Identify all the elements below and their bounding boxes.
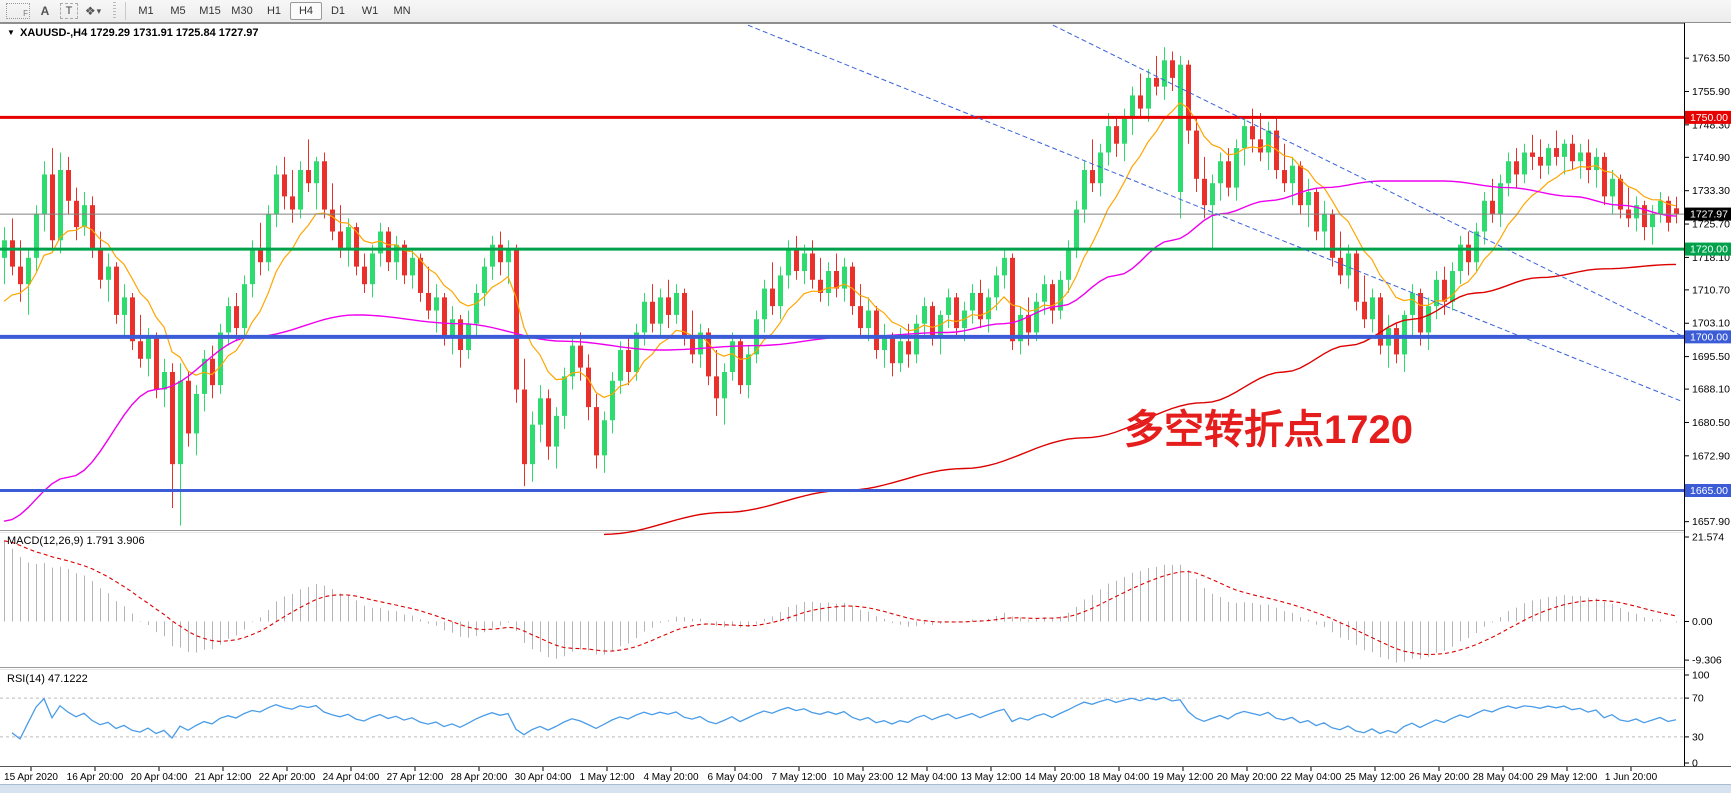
svg-text:15 Apr 2020: 15 Apr 2020 [4, 772, 58, 783]
chart-canvas[interactable]: 1763.501755.901748.301740.901733.301725.… [0, 23, 1731, 784]
svg-text:1672.90: 1672.90 [1692, 450, 1730, 462]
toolbar: F A T ❖ ▾ M1 M5 M15 M30 H1 H4 D1 W1 MN [0, 0, 1731, 23]
svg-text:1755.90: 1755.90 [1692, 86, 1730, 98]
toolbar-separator [125, 2, 126, 20]
timeframe-button-m5[interactable]: M5 [170, 5, 186, 17]
svg-text:28 May 04:00: 28 May 04:00 [1473, 772, 1534, 783]
letter-a-icon[interactable]: A [40, 4, 50, 18]
svg-text:1740.90: 1740.90 [1692, 152, 1730, 164]
ma-fast-orange [3, 102, 1677, 399]
svg-text:28 Apr 20:00: 28 Apr 20:00 [451, 772, 508, 783]
svg-text:14 May 20:00: 14 May 20:00 [1025, 772, 1086, 783]
macd-panel[interactable] [3, 540, 1677, 663]
timeframe-button-w1[interactable]: W1 [361, 5, 379, 17]
svg-text:1680.50: 1680.50 [1692, 417, 1730, 429]
svg-text:1657.90: 1657.90 [1692, 516, 1730, 528]
collapse-arrow-icon[interactable]: ▼ [7, 28, 15, 37]
svg-text:1700.00: 1700.00 [1690, 331, 1728, 343]
svg-text:25 May 12:00: 25 May 12:00 [1345, 772, 1406, 783]
svg-text:1 May 12:00: 1 May 12:00 [579, 772, 634, 783]
panel-chrome [0, 23, 1731, 784]
svg-text:1703.10: 1703.10 [1692, 318, 1730, 330]
svg-text:7 May 12:00: 7 May 12:00 [771, 772, 826, 783]
timeframe-button-h1[interactable]: H1 [266, 5, 282, 17]
status-strip [0, 784, 1731, 793]
ma-slow-red [603, 263, 1677, 536]
rsi-panel[interactable] [0, 696, 1684, 740]
svg-text:30 Apr 04:00: 30 Apr 04:00 [515, 772, 572, 783]
trendlines[interactable] [747, 24, 1684, 403]
svg-text:1733.30: 1733.30 [1692, 185, 1730, 197]
text-tool-icon[interactable]: T [60, 3, 78, 19]
tick-grid-icon[interactable]: F [6, 3, 30, 19]
svg-text:12 May 04:00: 12 May 04:00 [897, 772, 958, 783]
svg-text:1688.10: 1688.10 [1692, 384, 1730, 396]
dropdown-caret-icon[interactable]: ▾ [96, 5, 102, 16]
macd-signal-line [3, 540, 1677, 656]
svg-text:1720.00: 1720.00 [1690, 244, 1728, 256]
svg-text:70: 70 [1692, 693, 1704, 705]
svg-text:20 Apr 04:00: 20 Apr 04:00 [131, 772, 188, 783]
timeframe-button-group: M1 M5 M15 M30 H1 H4 D1 W1 MN [130, 2, 418, 20]
svg-text:0.00: 0.00 [1692, 616, 1713, 628]
svg-text:4 May 20:00: 4 May 20:00 [643, 772, 698, 783]
annotation-text[interactable]: 多空转折点1720 [1124, 408, 1413, 452]
svg-text:19 May 12:00: 19 May 12:00 [1153, 772, 1214, 783]
svg-text:16 Apr 20:00: 16 Apr 20:00 [67, 772, 124, 783]
timeframe-button-m1[interactable]: M1 [138, 5, 154, 17]
horizontal-lines[interactable] [0, 115, 1684, 492]
svg-text:10 May 23:00: 10 May 23:00 [833, 772, 894, 783]
svg-text:26 May 20:00: 26 May 20:00 [1409, 772, 1470, 783]
svg-text:13 May 12:00: 13 May 12:00 [961, 772, 1022, 783]
svg-text:21.574: 21.574 [1692, 532, 1724, 544]
svg-text:1727.97: 1727.97 [1690, 209, 1728, 221]
svg-text:1 Jun 20:00: 1 Jun 20:00 [1605, 772, 1658, 783]
timeframe-button-mn[interactable]: MN [393, 5, 411, 17]
svg-text:-9.306: -9.306 [1692, 655, 1722, 667]
svg-text:24 Apr 04:00: 24 Apr 04:00 [323, 772, 380, 783]
objects-tool-icon[interactable]: ❖ ▾ [84, 4, 102, 18]
rsi-line [11, 696, 1677, 740]
trendline-1 [747, 24, 1684, 403]
macd-label: MACD(12,26,9) 1.791 3.906 [7, 535, 145, 547]
svg-text:0: 0 [1692, 758, 1698, 770]
svg-text:18 May 04:00: 18 May 04:00 [1089, 772, 1150, 783]
svg-text:29 May 12:00: 29 May 12:00 [1537, 772, 1598, 783]
svg-text:1725.70: 1725.70 [1692, 219, 1730, 231]
svg-text:1750.00: 1750.00 [1690, 112, 1728, 124]
price-axis[interactable]: 1763.501755.901748.301740.901733.301725.… [1684, 23, 1731, 770]
svg-text:100: 100 [1692, 670, 1710, 682]
svg-text:1710.70: 1710.70 [1692, 284, 1730, 296]
timeframe-button-m15[interactable]: M15 [199, 5, 221, 17]
svg-text:30: 30 [1692, 731, 1704, 743]
trendline-2 [1052, 24, 1684, 337]
timeframe-button-d1[interactable]: D1 [330, 5, 346, 17]
svg-text:21 Apr 12:00: 21 Apr 12:00 [195, 772, 252, 783]
svg-text:27 Apr 12:00: 27 Apr 12:00 [387, 772, 444, 783]
candlesticks[interactable] [2, 47, 1679, 526]
svg-text:1695.50: 1695.50 [1692, 351, 1730, 363]
rsi-label: RSI(14) 47.1222 [7, 673, 88, 685]
time-axis[interactable]: 15 Apr 2020 16 Apr 20:00 20 Apr 04:00 21 Ap… [4, 767, 1658, 783]
timeframe-button-h4[interactable]: H4 [290, 2, 322, 20]
svg-text:1665.00: 1665.00 [1690, 485, 1728, 497]
svg-text:6 May 04:00: 6 May 04:00 [707, 772, 762, 783]
svg-text:20 May 20:00: 20 May 20:00 [1217, 772, 1278, 783]
chart-title: XAUUSD-,H4 1729.29 1731.91 1725.84 1727.… [20, 27, 259, 39]
svg-text:22 May 04:00: 22 May 04:00 [1281, 772, 1342, 783]
toolbar-grip[interactable] [112, 2, 117, 20]
svg-text:1763.50: 1763.50 [1692, 53, 1730, 65]
timeframe-button-m30[interactable]: M30 [231, 5, 253, 17]
svg-text:22 Apr 20:00: 22 Apr 20:00 [259, 772, 316, 783]
